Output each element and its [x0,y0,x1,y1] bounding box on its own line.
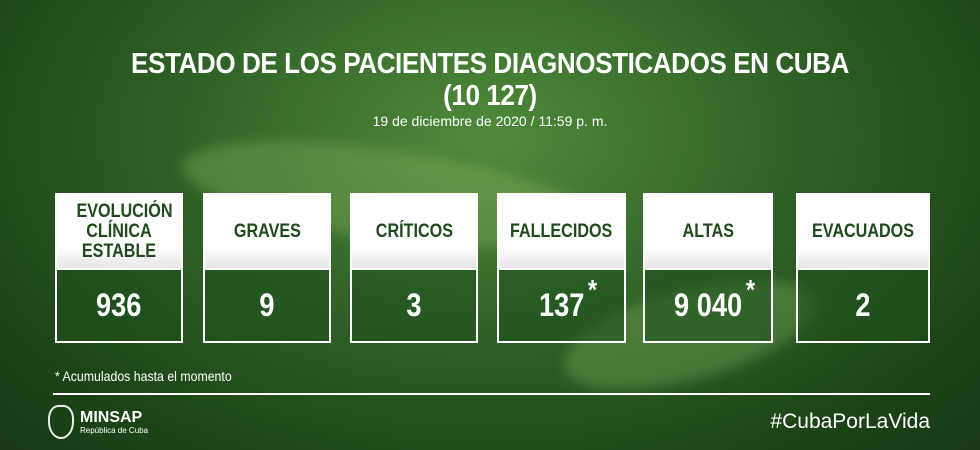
card-evacuados: EVACUADOS 2 [796,193,930,343]
report-date: 19 de diciembre de 2020 / 11:59 p. m. [372,113,608,129]
card-value: 137 * [499,268,624,341]
value-text: 936 [96,287,142,323]
card-label: GRAVES [205,195,329,268]
logo-subtitle: República de Cuba [80,425,149,435]
card-value: 3 [352,268,476,341]
label-text: EVOLUCIÓN CLÍNICA ESTABLE [76,200,173,262]
value-text: 3 [406,287,422,323]
footnote: * Acumulados hasta el momento [55,368,232,384]
value-text: 9 [259,287,275,323]
title-line-1: ESTADO DE LOS PACIENTES DIAGNOSTICADOS E… [131,48,849,80]
card-value: 9 040 * [645,268,771,341]
card-label: EVOLUCIÓN CLÍNICA ESTABLE [57,195,181,268]
value-text: 9 040 [673,287,743,323]
label-text: ALTAS [682,220,734,242]
asterisk: * [587,274,598,305]
label-text: GRAVES [233,220,301,242]
label-text: CRÍTICOS [375,220,453,242]
card-altas: ALTAS 9 040 * [643,193,773,343]
card-label: CRÍTICOS [352,195,476,268]
card-label: ALTAS [645,195,771,268]
card-value: 2 [798,268,928,341]
card-graves: GRAVES 9 [203,193,331,343]
card-label: FALLECIDOS [499,195,624,268]
value-text: 137 [538,287,585,323]
label-text: EVACUADOS [812,220,914,242]
asterisk: * [745,274,756,305]
minsap-logo: MINSAP República de Cuba [48,405,148,439]
card-value: 936 [57,268,181,341]
card-evolucion: EVOLUCIÓN CLÍNICA ESTABLE 936 [55,193,183,343]
hashtag: #CubaPorLaVida [770,410,930,433]
caduceus-icon [48,405,74,439]
card-value: 9 [205,268,329,341]
label-text: FALLECIDOS [510,220,613,242]
value-text: 2 [855,287,871,323]
card-criticos: CRÍTICOS 3 [350,193,478,343]
page-title: ESTADO DE LOS PACIENTES DIAGNOSTICADOS E… [49,48,931,112]
card-label: EVACUADOS [798,195,928,268]
divider [53,393,930,395]
logo-name: MINSAP [80,408,143,426]
title-line-2: (10 127) [443,80,537,112]
card-fallecidos: FALLECIDOS 137 * [497,193,626,343]
